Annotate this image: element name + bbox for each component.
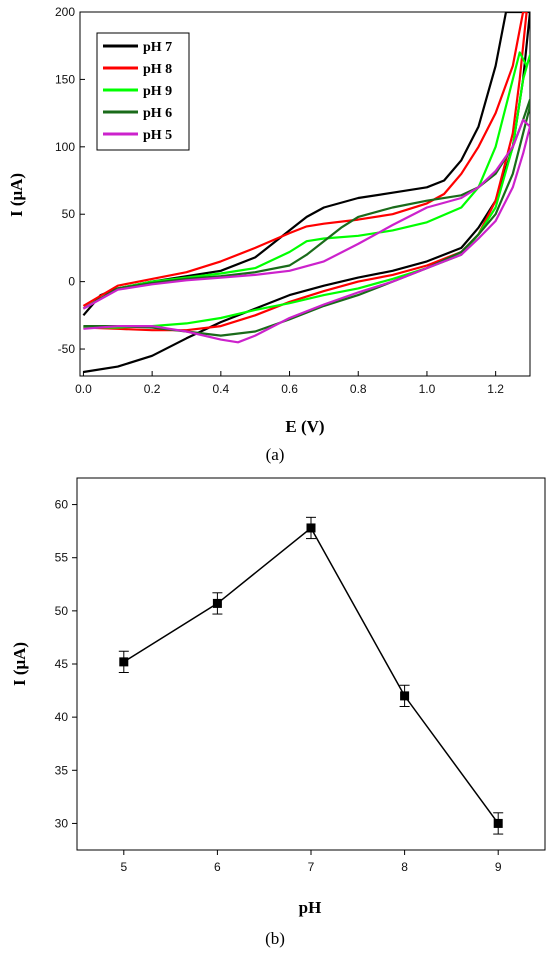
x-tick-label: 0.6 xyxy=(281,382,298,396)
data-point xyxy=(493,818,503,828)
x-axis-label: E (V) xyxy=(285,417,324,436)
legend-label: pH 7 xyxy=(143,40,172,55)
y-tick-label: 60 xyxy=(55,498,69,512)
x-tick-label: 9 xyxy=(495,860,502,874)
x-tick-label: 0.2 xyxy=(144,382,161,396)
y-tick-label: 50 xyxy=(55,604,69,618)
x-tick-label: 6 xyxy=(214,860,221,874)
legend-box xyxy=(96,32,190,151)
series-line-ph-9 xyxy=(82,51,530,329)
legend-label: pH 6 xyxy=(143,106,172,121)
x-tick-label: 8 xyxy=(401,860,408,874)
series-line-ph-7 xyxy=(82,12,530,374)
legend-label: pH 9 xyxy=(143,84,172,99)
panel-b: 5 6 7 8 9 30 35 40 45 50 55 60 pH I (μA) (b) xyxy=(10,477,546,948)
x-tick-label: 5 xyxy=(120,860,127,874)
x-tick-label: 7 xyxy=(308,860,315,874)
legend-label: pH 5 xyxy=(143,128,172,143)
y-axis-label: I (μA) xyxy=(7,173,26,217)
y-tick-label: 150 xyxy=(55,72,75,86)
y-tick-label: 200 xyxy=(55,5,75,19)
y-tick-label: 0 xyxy=(68,275,75,289)
y-tick-label: 55 xyxy=(55,551,69,565)
data-point xyxy=(119,657,129,667)
series-line xyxy=(123,526,499,824)
y-tick-label: 35 xyxy=(55,763,69,777)
x-tick-label: 1.0 xyxy=(419,382,436,396)
y-tick-label: 30 xyxy=(55,816,69,830)
panel-caption: (b) xyxy=(265,929,285,948)
series-line-ph-5 xyxy=(82,118,530,344)
x-tick-label: 0.4 xyxy=(212,382,229,396)
x-tick-label: 1.2 xyxy=(487,382,504,396)
data-point xyxy=(306,523,316,533)
y-tick-label: 50 xyxy=(62,207,76,221)
y-tick-label: 40 xyxy=(55,710,69,724)
y-tick-label: -50 xyxy=(58,342,76,356)
plot-area-frame xyxy=(79,11,531,377)
panel-caption: (a) xyxy=(266,445,285,464)
data-point xyxy=(400,691,410,701)
y-tick-label: 100 xyxy=(55,140,75,154)
x-axis-label: pH xyxy=(299,898,322,917)
x-tick-label: 0.0 xyxy=(75,382,92,396)
legend-label: pH 8 xyxy=(143,62,172,77)
y-axis-label: I (μA) xyxy=(10,642,29,686)
panel-a: 0.0 0.2 0.4 0.6 0.8 1.0 1.2 -50 0 50 100 150 200 pH … xyxy=(7,5,531,464)
data-point xyxy=(212,598,222,608)
y-tick-label: 45 xyxy=(55,657,69,671)
x-tick-label: 0.8 xyxy=(350,382,367,396)
